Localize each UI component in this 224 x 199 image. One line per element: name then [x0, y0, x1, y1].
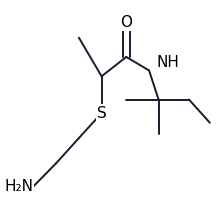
Text: O: O — [120, 15, 132, 30]
Text: S: S — [97, 105, 106, 121]
Text: NH: NH — [157, 55, 180, 70]
Text: H₂N: H₂N — [4, 179, 33, 194]
